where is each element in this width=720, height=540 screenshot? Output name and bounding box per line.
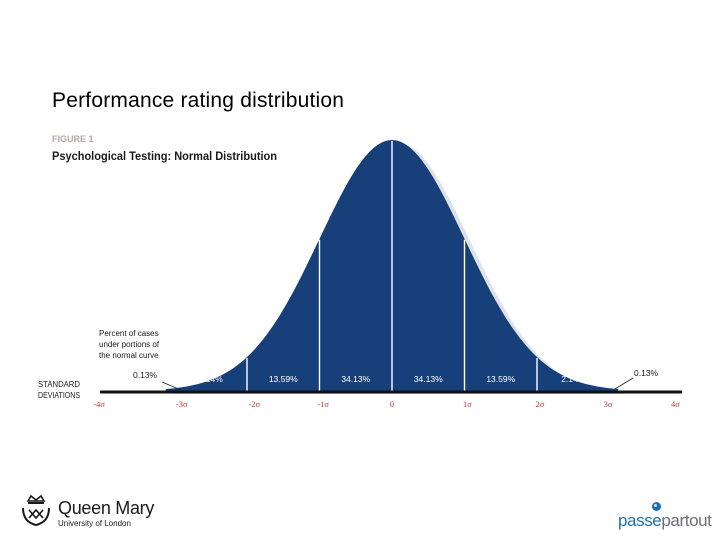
axis-label-line-0: STANDARD [38,380,80,389]
tail-label-left: 0.13% [133,370,158,380]
x-tick-label-1: -3σ [176,399,188,409]
queen-mary-name: Queen Mary [58,498,155,518]
passepartout-part2: partout [661,511,712,530]
queen-mary-subtitle: University of London [58,519,131,528]
x-tick-label-7: 3σ [604,399,613,409]
queen-mary-logo: Queen Mary University of London [20,492,180,532]
passepartout-wordmark: passepartout [618,511,712,531]
segment-label-0: 2.14% [199,374,224,384]
x-tick-label-5: 1σ [463,399,472,409]
segment-label-5: 2.14% [561,374,586,384]
normal-distribution-chart: FIGURE 1 Psychological Testing: Normal Di… [38,134,682,409]
x-tick-label-4: 0 [390,399,394,409]
tail-leader-left [161,381,182,391]
segment-label-2: 34.13% [341,374,370,384]
eye-dot-icon [652,502,661,511]
segment-label-1: 13.59% [269,374,298,384]
segment-label-4: 13.59% [486,374,515,384]
chart-title: Psychological Testing: Normal Distributi… [52,149,277,163]
tail-label-right: 0.13% [634,368,659,378]
figure-label: FIGURE 1 [52,134,94,144]
x-tick-label-6: 2σ [535,399,544,409]
x-tick-label-3: -1σ [317,399,329,409]
passepartout-part1: passe [618,511,662,530]
x-tick-label-2: -2σ [248,399,260,409]
x-tick-label-0: -4σ [93,399,105,409]
tail-leader-right [614,377,634,390]
annotation-line-1: under portions of [99,340,160,349]
passepartout-logo: passepartout [618,500,718,536]
annotation-line-0: Percent of cases [99,329,159,338]
annotation-line-2: the normal curve [99,351,159,360]
x-tick-label-8: 4σ [671,399,680,409]
axis-label-line-1: DEVIATIONS [38,391,80,400]
crown-crest-icon [22,494,50,527]
segment-label-3: 34.13% [414,374,443,384]
slide-title: Performance rating distribution [52,89,345,112]
